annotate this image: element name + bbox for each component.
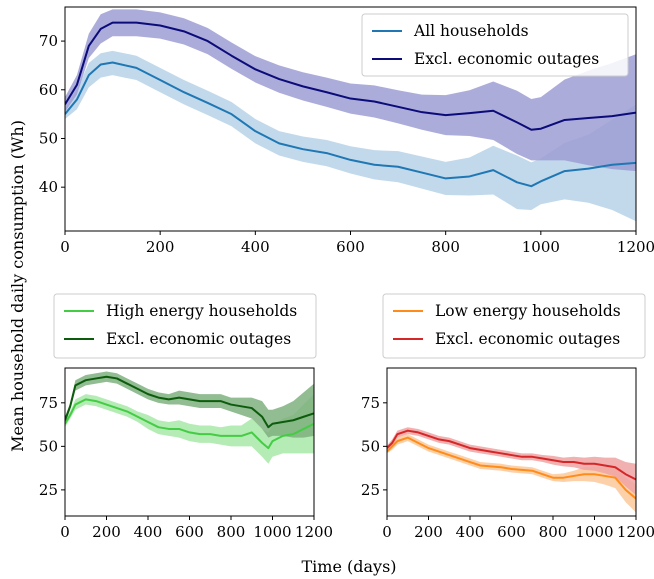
legend-label-2: Excl. economic outages bbox=[414, 50, 599, 68]
legend-box bbox=[382, 293, 646, 359]
x-tick-label: 1200 bbox=[617, 523, 654, 541]
series-line-1 bbox=[65, 398, 314, 450]
plot-area bbox=[65, 9, 636, 222]
axes-frame bbox=[386, 367, 637, 517]
confidence-band-series-1 bbox=[387, 434, 636, 513]
y-tick-label: 50 bbox=[39, 129, 58, 147]
x-tick-label: 0 bbox=[60, 523, 70, 541]
series-line-2 bbox=[65, 21, 636, 131]
series-line-1 bbox=[65, 61, 636, 188]
y-axis-label: Mean household daily consumption (Wh) bbox=[8, 120, 27, 452]
legend-label-2: Excl. economic outages bbox=[435, 330, 620, 348]
series-line-2 bbox=[387, 429, 636, 481]
y-tick-label: 25 bbox=[361, 481, 380, 499]
x-tick-label: 400 bbox=[241, 238, 270, 256]
y-tick-label: 50 bbox=[39, 437, 58, 455]
x-tick-label: 1200 bbox=[617, 238, 654, 256]
x-axis-label: Time (days) bbox=[301, 557, 396, 576]
legend: All households Excl. economic outages bbox=[361, 13, 629, 77]
x-tick-label: 200 bbox=[414, 523, 443, 541]
y-tick-label: 75 bbox=[361, 394, 380, 412]
confidence-band-series-2 bbox=[387, 427, 636, 496]
y-tick-label: 40 bbox=[39, 178, 58, 196]
y-tick-label: 70 bbox=[39, 32, 58, 50]
panel-bottom-right: 0 200 400 600 800 1000 1200 25 50 75 Low energy ho… bbox=[361, 293, 654, 541]
legend-label-1: High energy households bbox=[106, 302, 297, 320]
y-tick-label: 75 bbox=[39, 394, 58, 412]
legend-label-1: Low energy households bbox=[435, 302, 621, 320]
x-tick-label: 600 bbox=[497, 523, 526, 541]
confidence-band-series-2 bbox=[65, 9, 636, 172]
legend: High energy households Excl. economic out… bbox=[53, 293, 317, 359]
x-tick-label: 800 bbox=[217, 523, 246, 541]
legend-box bbox=[361, 13, 629, 77]
y-tick-label: 25 bbox=[39, 481, 58, 499]
x-tick-label: 800 bbox=[431, 238, 460, 256]
confidence-band-series-2 bbox=[65, 371, 314, 438]
plot-area bbox=[387, 427, 636, 513]
legend-box bbox=[53, 293, 317, 359]
x-tick-label: 600 bbox=[336, 238, 365, 256]
panel-bottom-left: 0 200 400 600 800 1000 1200 25 50 75 High energy h… bbox=[39, 293, 333, 541]
x-tick-label: 600 bbox=[175, 523, 204, 541]
x-tick-label: 1000 bbox=[575, 523, 613, 541]
legend-label-2: Excl. economic outages bbox=[106, 330, 291, 348]
series-line-1 bbox=[387, 436, 636, 500]
y-tick-label: 50 bbox=[361, 437, 380, 455]
x-tick-label: 1000 bbox=[253, 523, 291, 541]
x-tick-label: 1200 bbox=[295, 523, 333, 541]
x-tick-label: 400 bbox=[134, 523, 163, 541]
x-tick-label: 0 bbox=[60, 238, 70, 256]
x-tick-label: 1000 bbox=[522, 238, 560, 256]
confidence-band-series-1 bbox=[65, 50, 636, 222]
series-line-2 bbox=[65, 375, 314, 429]
x-tick-label: 200 bbox=[146, 238, 175, 256]
y-tick-label: 60 bbox=[39, 81, 58, 99]
legend-label-1: All households bbox=[413, 22, 529, 40]
panel-top: 0 200 400 600 800 1000 1200 40 50 60 70 All househo… bbox=[39, 6, 654, 256]
x-tick-label: 200 bbox=[92, 523, 121, 541]
legend: Low energy households Excl. economic outa… bbox=[382, 293, 646, 359]
x-tick-label: 800 bbox=[539, 523, 568, 541]
x-tick-label: 400 bbox=[456, 523, 485, 541]
x-tick-label: 0 bbox=[382, 523, 392, 541]
plot-area bbox=[65, 371, 314, 464]
